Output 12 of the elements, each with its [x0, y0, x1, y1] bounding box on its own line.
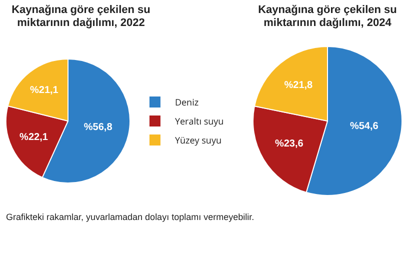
text: Grafikteki rakamlar, yuvarlamadan dolayı toplamı vermeyebilir.: [6, 212, 256, 222]
legend-label: Yüzey suyu: [174, 134, 222, 147]
data-label: %21,8: [284, 80, 314, 92]
data-label: %22,1: [20, 132, 48, 143]
chart-title: Kaynağına göre çekilen su miktarının dağılımı, 2022: [11, 4, 151, 30]
data-label: %56,8: [84, 122, 113, 134]
chart-title: Kaynağına göre çekilen su miktarının dağılımı, 2024: [258, 4, 398, 30]
data-label: %21,1: [30, 85, 59, 96]
legend-label: Deniz: [174, 96, 199, 109]
legend-label: Yeraltı suyu: [174, 114, 224, 128]
data-label: %54,6: [350, 120, 379, 132]
data-label: %23,6: [274, 138, 304, 150]
